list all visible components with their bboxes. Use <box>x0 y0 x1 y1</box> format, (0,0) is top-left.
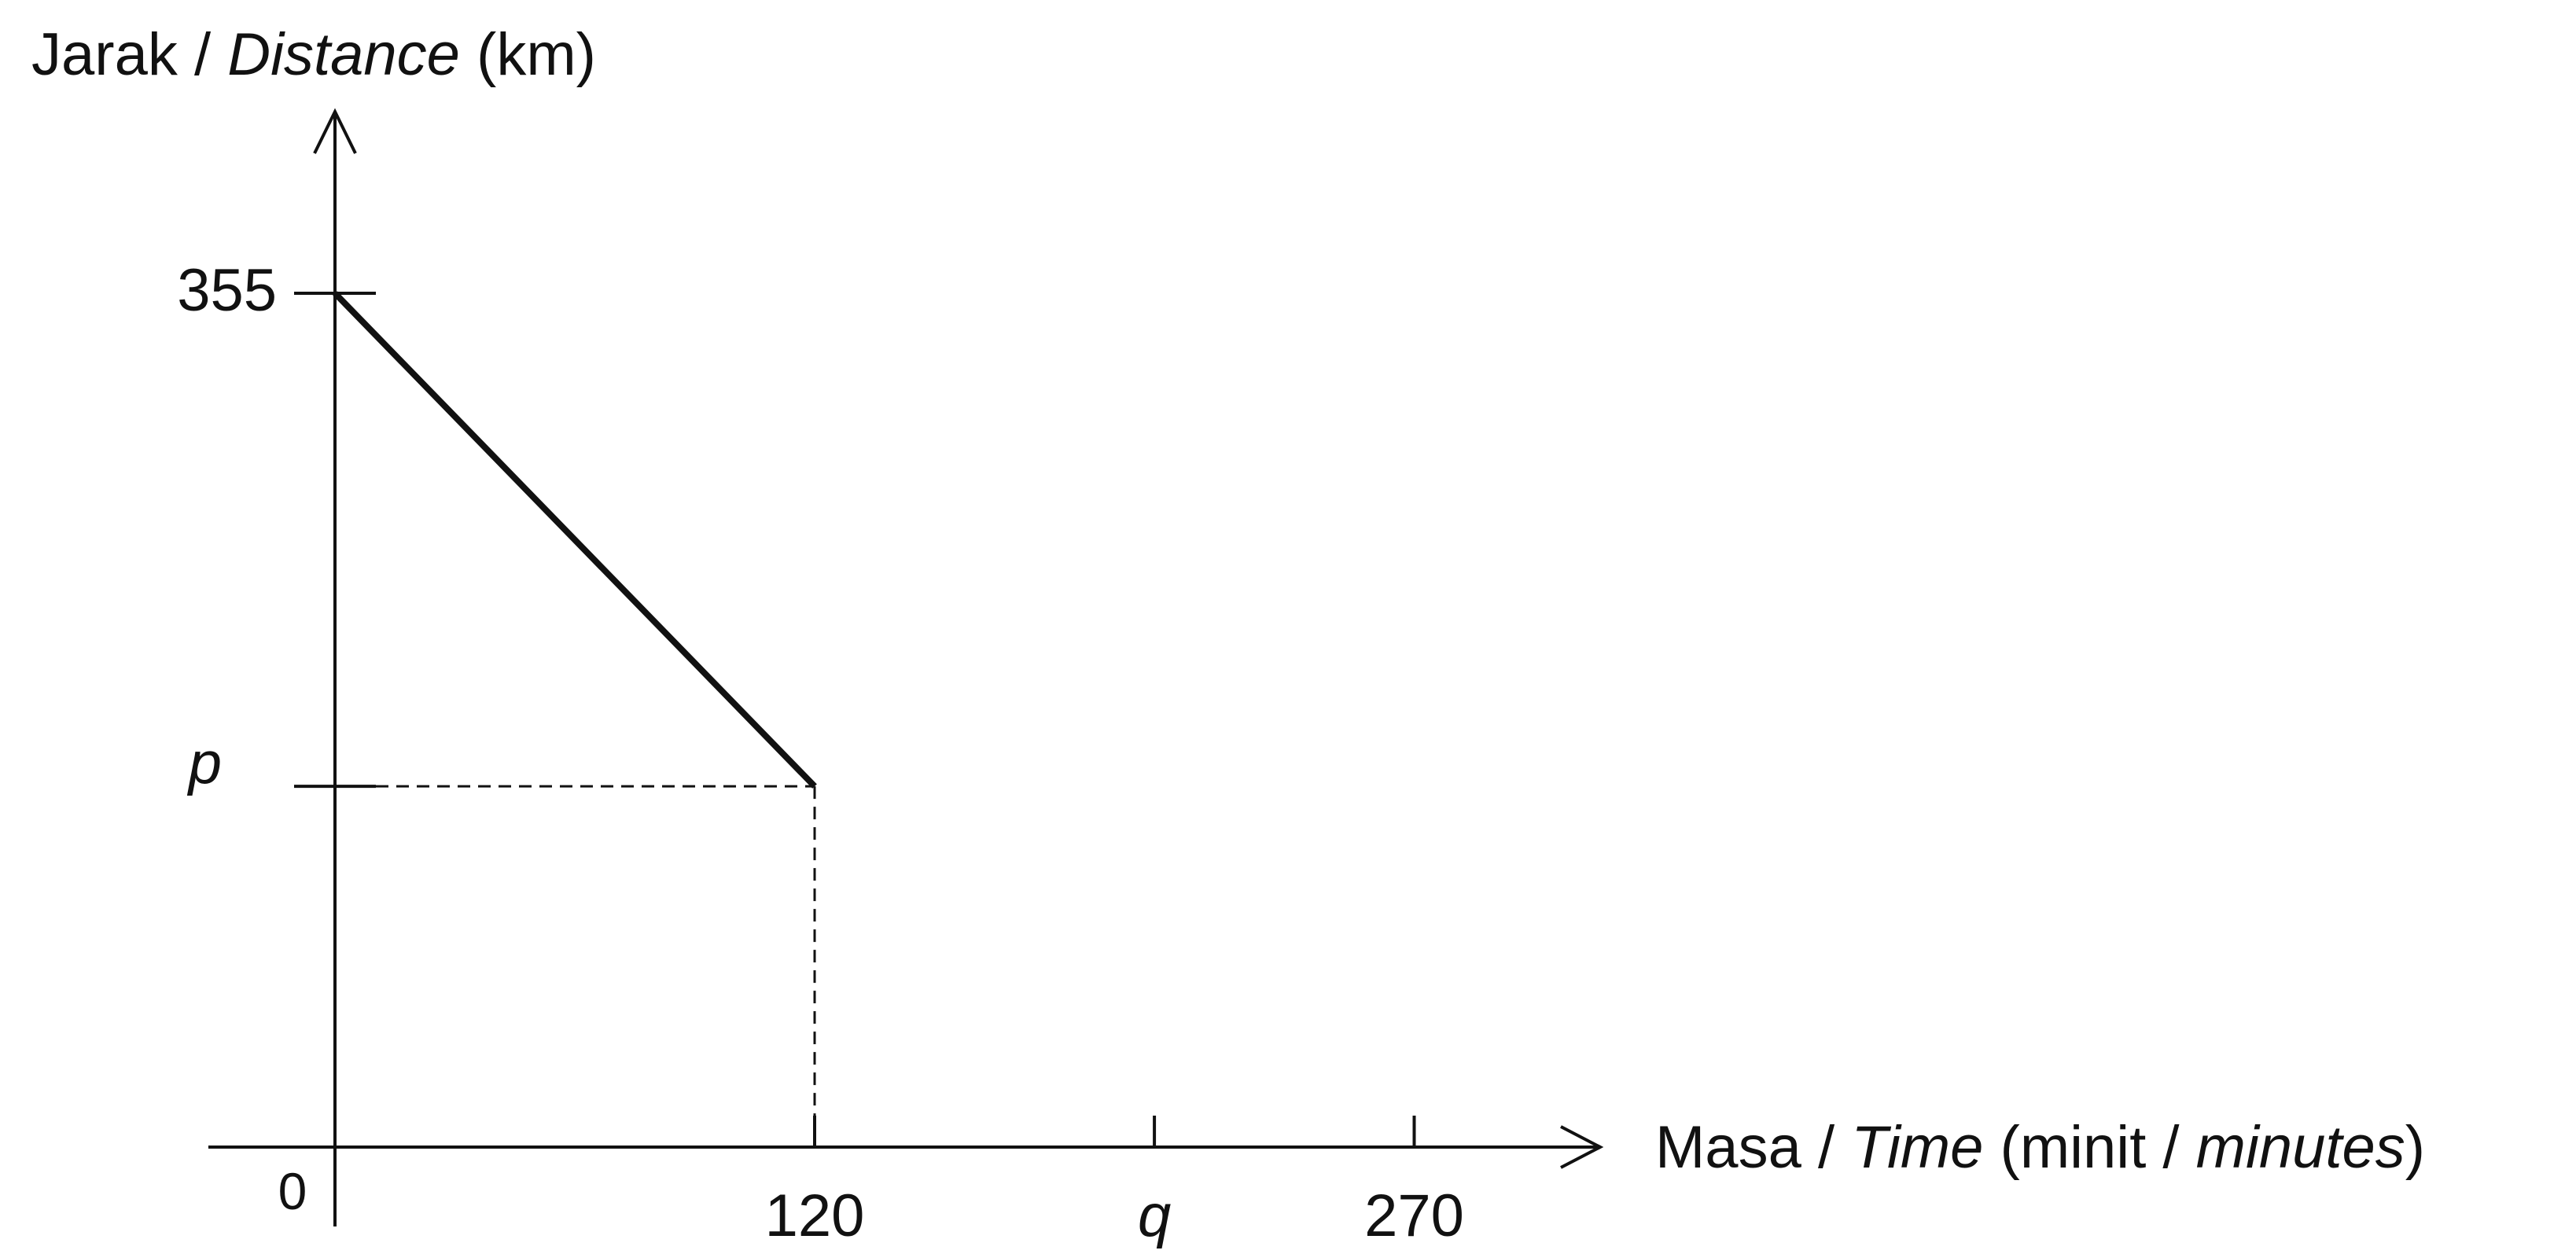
y-tick-label-0: 355 <box>177 257 277 324</box>
x-axis-title-close: ) <box>2405 1114 2425 1181</box>
x-axis-title-italic-2: minutes <box>2196 1114 2405 1181</box>
y-ticks: 355 p <box>177 257 376 796</box>
x-axis-title: Masa / Time (minit / minutes) <box>1655 1114 2425 1181</box>
series-layer <box>333 291 817 789</box>
origin-label: 0 <box>278 1162 307 1220</box>
series-line-0 <box>333 291 817 789</box>
y-axis-title: Jarak / Distance (km) <box>31 21 596 88</box>
x-axis-title-main: Masa / <box>1655 1114 1851 1181</box>
y-axis-arrow <box>313 108 357 154</box>
axes <box>208 108 1604 1226</box>
x-ticks: 120 q 270 <box>765 1116 1464 1249</box>
x-axis-arrow <box>1560 1125 1604 1169</box>
y-axis-title-unit: (km) <box>460 21 596 88</box>
y-tick-label-1: p <box>187 730 222 796</box>
y-axis-title-italic: Distance <box>227 21 460 88</box>
x-tick-label-0: 120 <box>765 1182 865 1249</box>
x-tick-label-2: 270 <box>1364 1182 1464 1249</box>
x-axis-title-italic: Time <box>1851 1114 1983 1181</box>
guide-lines <box>335 785 816 1147</box>
x-axis-title-mid: (minit / <box>1983 1114 2195 1181</box>
x-tick-label-1: q <box>1138 1182 1171 1249</box>
y-axis-title-main: Jarak / <box>31 21 227 88</box>
